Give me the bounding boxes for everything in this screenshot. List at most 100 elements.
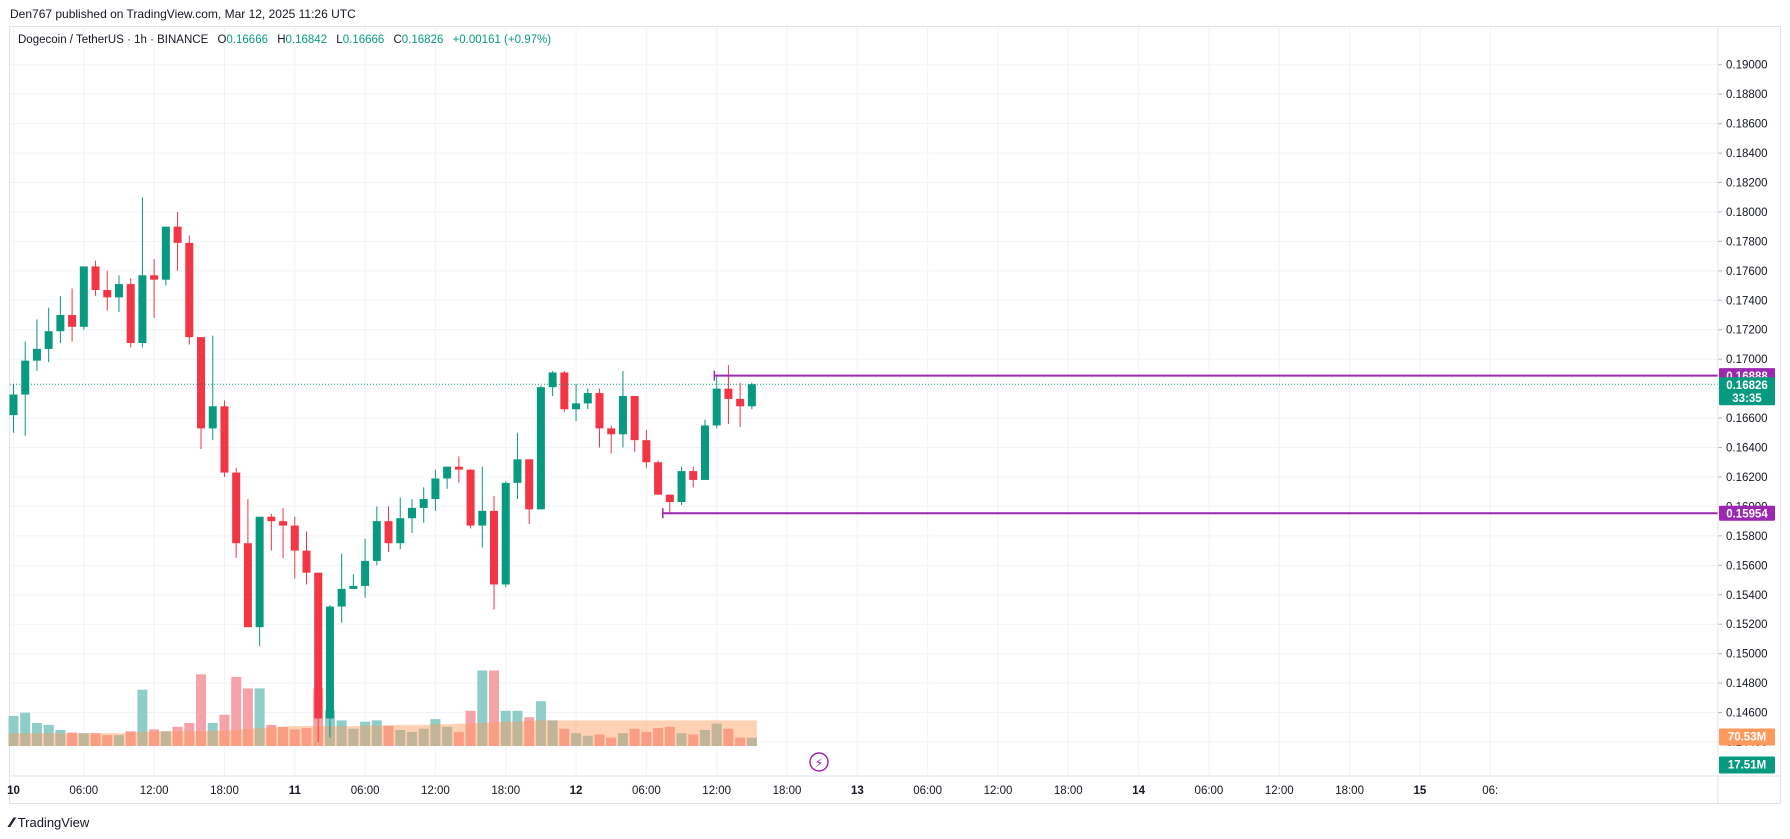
candle-body — [337, 588, 346, 607]
candle-body — [583, 393, 592, 404]
volume-bar — [231, 676, 242, 746]
candle-body — [431, 478, 440, 500]
candle-body — [595, 393, 604, 429]
candle-body — [419, 499, 428, 508]
candle-body — [79, 266, 88, 327]
candle-body — [243, 543, 252, 628]
volume-bar — [688, 734, 699, 746]
candle-body — [44, 331, 53, 349]
volume-bar — [102, 735, 113, 746]
volume-tag-text: 17.51M — [1728, 760, 1766, 772]
volume-bar — [465, 710, 476, 746]
close-label: C — [393, 34, 402, 46]
tradingview-logo[interactable]: ⁄⁄ TradingView — [10, 814, 89, 830]
y-tick-label: 0.16200 — [1726, 472, 1768, 484]
lightning-icon-glyph: ⚡ — [815, 756, 823, 770]
candle-body — [279, 521, 288, 526]
candle-body — [724, 388, 733, 399]
x-tick-label: 18:00 — [1335, 785, 1364, 797]
candle-body — [642, 440, 651, 463]
candle-body — [56, 315, 65, 332]
low-label: L — [336, 34, 343, 46]
volume-bar — [336, 720, 347, 746]
candle-body — [349, 585, 358, 589]
y-tick-label: 0.16600 — [1726, 413, 1768, 425]
volume-bar — [113, 735, 124, 746]
volume-bar — [453, 731, 464, 746]
current-price-tag-text: 33:35 — [1732, 393, 1762, 405]
tradingview-brand: TradingView — [17, 814, 90, 830]
volume-bar — [31, 722, 42, 746]
y-tick-label: 0.16400 — [1726, 443, 1768, 455]
volume-bar — [90, 733, 101, 746]
candle-body — [32, 348, 41, 361]
volume-bar — [711, 723, 722, 746]
tradingview-logo-icon: ⁄⁄ — [10, 814, 14, 830]
candle-body — [548, 372, 557, 388]
candle-body — [126, 284, 135, 343]
x-tick-label: 12:00 — [1265, 785, 1294, 797]
candle-body — [314, 572, 323, 719]
candle-body — [208, 406, 217, 429]
volume-bar — [723, 728, 734, 746]
volume-bar — [67, 732, 78, 746]
x-tick-label: 18:00 — [491, 785, 520, 797]
volume-bar — [559, 728, 570, 746]
candle-body — [501, 482, 510, 585]
volume-bar — [360, 721, 371, 746]
volume-ma-layer — [8, 720, 757, 746]
volume-bar — [254, 688, 265, 746]
volume-bar — [735, 737, 746, 746]
volume-bar — [430, 719, 441, 746]
candle-body — [384, 521, 393, 544]
volume-bar — [418, 728, 429, 746]
volume-bar — [512, 710, 523, 746]
candle-layer — [9, 197, 756, 742]
symbol-name: Dogecoin / TetherUS · 1h · BINANCE — [18, 34, 209, 46]
x-tick-label: 12:00 — [984, 785, 1013, 797]
x-tick-label: 06:00 — [1195, 785, 1224, 797]
lightning-icon: ⚡ — [809, 752, 829, 772]
candle-body — [150, 275, 159, 280]
candle-body — [607, 428, 616, 435]
volume-bar — [442, 726, 453, 746]
candle-body — [91, 266, 100, 290]
volume-bar — [137, 689, 148, 746]
volume-bar — [395, 730, 406, 746]
volume-layer — [8, 670, 757, 746]
candle-body — [747, 384, 756, 407]
open-label: O — [217, 34, 227, 46]
y-tick-label: 0.14800 — [1726, 678, 1768, 690]
volume-bar — [524, 717, 535, 746]
x-tick-label: 06:00 — [69, 785, 98, 797]
volume-bar — [219, 714, 230, 746]
volume-bar — [207, 722, 218, 746]
x-tick-label: 18:00 — [1054, 785, 1083, 797]
volume-bar — [8, 715, 19, 746]
candle-body — [665, 494, 674, 503]
x-tick-label: 18:00 — [773, 785, 802, 797]
x-tick-label: 11 — [289, 785, 302, 797]
candle-body — [161, 226, 170, 280]
volume-bar — [594, 734, 605, 746]
volume-bar — [582, 735, 593, 746]
candle-body — [736, 398, 745, 407]
change-value: +0.00161 (+0.97%) — [452, 34, 552, 46]
volume-ma-tag-text: 70.53M — [1728, 732, 1766, 744]
candle-body — [630, 396, 639, 441]
candle-body — [255, 516, 264, 628]
candle-body — [396, 518, 405, 544]
volume-bar — [20, 712, 31, 746]
symbol-legend[interactable]: Dogecoin / TetherUS · 1h · BINANCE O0.16… — [18, 34, 557, 46]
volume-bar — [266, 724, 277, 746]
y-tick-label: 0.19000 — [1726, 60, 1768, 72]
x-tick-label: 12:00 — [702, 785, 731, 797]
y-tick-label: 0.17400 — [1726, 295, 1768, 307]
candle-body — [572, 403, 581, 410]
volume-bar — [606, 737, 617, 746]
volume-bar — [348, 728, 359, 746]
x-tick-label: 06:00 — [632, 785, 661, 797]
candle-body — [361, 560, 370, 586]
